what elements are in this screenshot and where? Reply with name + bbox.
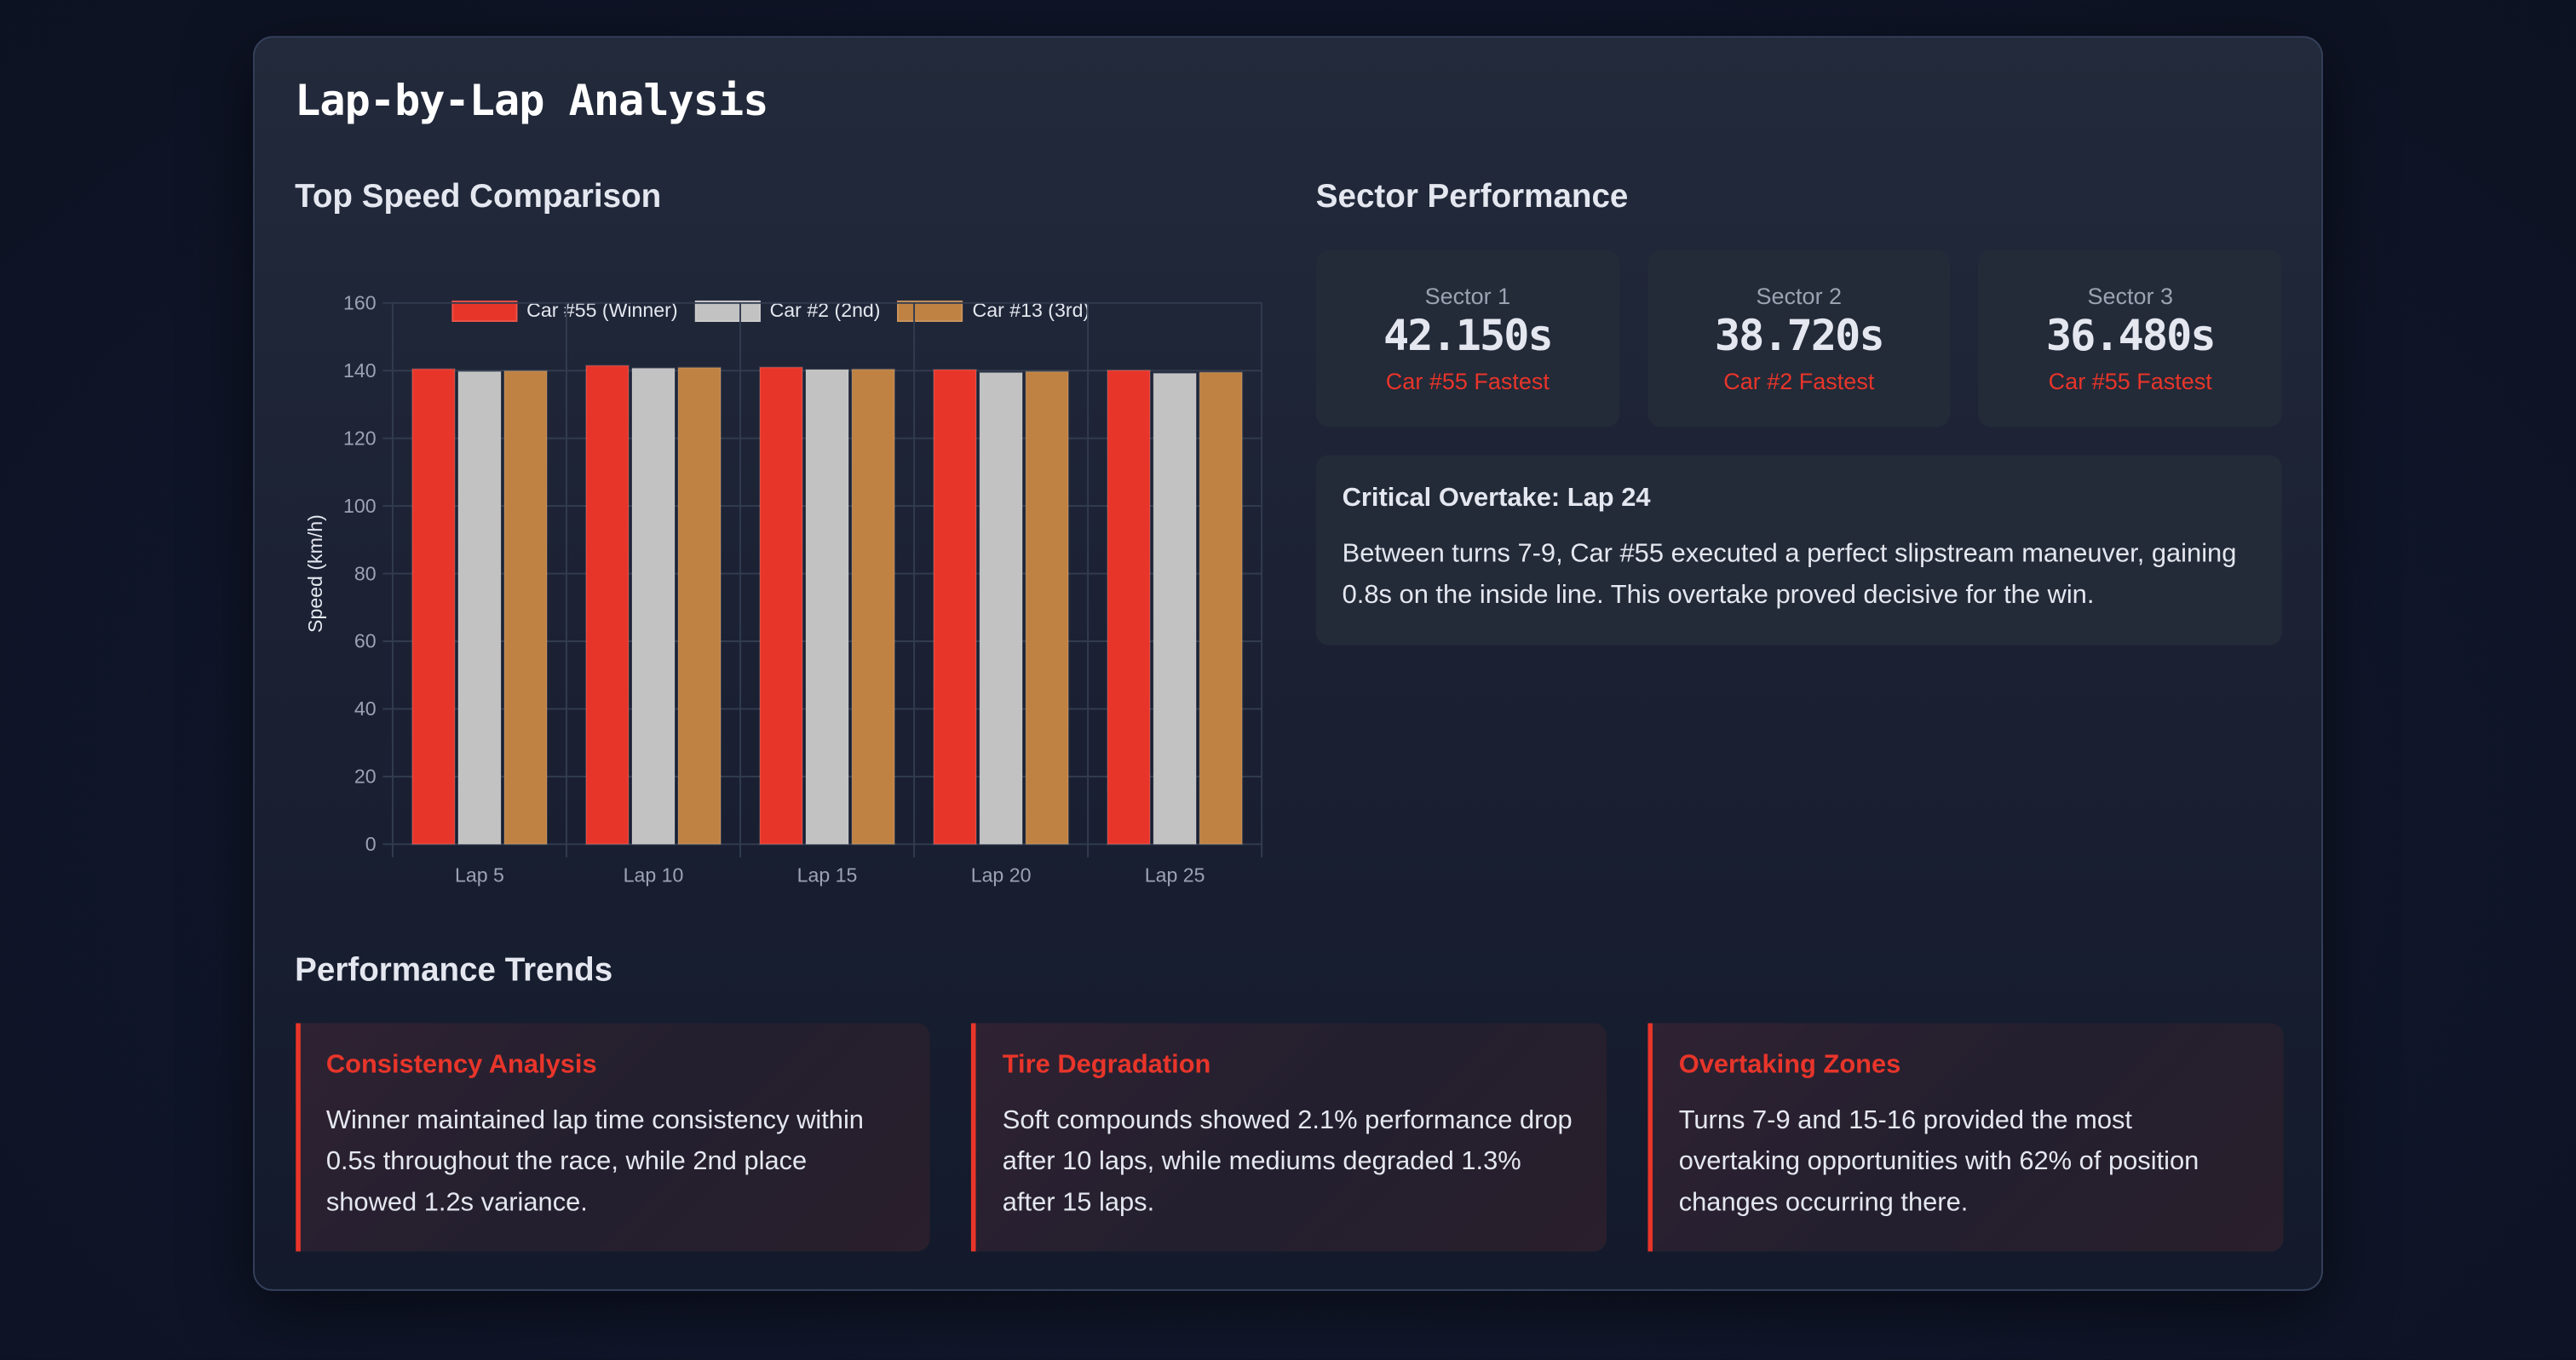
sector-label: Sector 3 bbox=[2087, 282, 2174, 309]
overtake-text: Between turns 7-9, Car #55 executed a pe… bbox=[1342, 539, 2237, 609]
page-title: Lap-by-Lap Analysis bbox=[295, 77, 768, 127]
x-tick-label: Lap 5 bbox=[454, 864, 503, 887]
y-tick-label: 60 bbox=[354, 630, 376, 652]
analysis-panel: Lap-by-Lap Analysis Top Speed Comparison… bbox=[252, 36, 2323, 1291]
bar-car13-lap15 bbox=[850, 368, 895, 846]
top-speed-chart: Car #55 (Winner) Car #2 (2nd) Car #13 (3… bbox=[295, 284, 1280, 941]
sector-time: 38.720s bbox=[1714, 312, 1885, 362]
trend-card-consistency: Consistency Analysis Winner maintained l… bbox=[295, 1023, 930, 1252]
trend-title: Consistency Analysis bbox=[325, 1051, 597, 1080]
performance-trends-title: Performance Trends bbox=[295, 952, 613, 989]
sector-card-2: Sector 2 38.720s Car #2 Fastest bbox=[1647, 250, 1951, 428]
x-tick-label: Lap 10 bbox=[623, 864, 683, 887]
bar-car55-lap5 bbox=[410, 368, 455, 846]
sector-card-3: Sector 3 36.480s Car #55 Fastest bbox=[1978, 250, 2282, 428]
bar-car2-lap10 bbox=[630, 367, 675, 846]
overtake-title: Critical Overtake: Lap 24 bbox=[1342, 483, 1651, 512]
y-tick-label: 80 bbox=[354, 562, 376, 584]
bar-car2-lap15 bbox=[804, 369, 849, 846]
sector-time: 36.480s bbox=[2045, 312, 2217, 362]
sector-cards: Sector 1 42.150s Car #55 Fastest Sector … bbox=[1315, 250, 2282, 428]
bar-car13-lap20 bbox=[1024, 370, 1069, 846]
y-tick-label: 120 bbox=[342, 427, 376, 449]
sector-performance-title: Sector Performance bbox=[1315, 179, 1629, 215]
y-axis-title: Speed (km/h) bbox=[303, 514, 325, 633]
trend-title: Overtaking Zones bbox=[1678, 1051, 1901, 1080]
bar-car2-lap20 bbox=[978, 371, 1023, 846]
y-tick-label: 0 bbox=[365, 833, 376, 855]
trend-cards: Consistency Analysis Winner maintained l… bbox=[295, 1023, 2283, 1252]
trend-card-tire-degradation: Tire Degradation Soft compounds showed 2… bbox=[971, 1023, 1607, 1252]
sector-fastest: Car #55 Fastest bbox=[1385, 367, 1550, 394]
sector-time: 42.150s bbox=[1383, 312, 1554, 362]
x-tick-label: Lap 25 bbox=[1144, 864, 1205, 887]
sector-fastest: Car #2 Fastest bbox=[1723, 367, 1875, 394]
critical-overtake-card: Critical Overtake: Lap 24 Between turns … bbox=[1315, 454, 2282, 645]
sector-fastest: Car #55 Fastest bbox=[2048, 367, 2212, 394]
y-tick-label: 100 bbox=[342, 495, 376, 517]
bar-car55-lap15 bbox=[758, 366, 802, 846]
trend-card-overtaking-zones: Overtaking Zones Turns 7-9 and 15-16 pro… bbox=[1647, 1023, 2283, 1252]
sector-label: Sector 1 bbox=[1424, 282, 1511, 309]
trend-text: Winner maintained lap time consistency w… bbox=[325, 1106, 864, 1218]
y-tick-label: 40 bbox=[354, 697, 376, 720]
sector-card-1: Sector 1 42.150s Car #55 Fastest bbox=[1315, 250, 1619, 428]
bar-car55-lap20 bbox=[932, 369, 977, 846]
top-speed-title: Top Speed Comparison bbox=[295, 179, 662, 215]
trend-title: Tire Degradation bbox=[1002, 1051, 1211, 1080]
bar-car2-lap25 bbox=[1152, 372, 1197, 846]
bar-car13-lap5 bbox=[503, 370, 548, 846]
x-tick-label: Lap 20 bbox=[970, 864, 1031, 887]
x-tick-label: Lap 15 bbox=[796, 864, 857, 887]
trend-text: Turns 7-9 and 15-16 provided the most ov… bbox=[1678, 1106, 2199, 1218]
sector-label: Sector 2 bbox=[1756, 282, 1843, 309]
trend-text: Soft compounds showed 2.1% performance d… bbox=[1002, 1106, 1573, 1218]
y-tick-label: 160 bbox=[342, 292, 376, 314]
chart-canvas: 0 20 40 60 80 100 120 140 160 Lap 5 Lap 10 Lap 15 La… bbox=[303, 292, 1262, 887]
y-tick-label: 20 bbox=[354, 766, 376, 788]
bar-car13-lap25 bbox=[1198, 371, 1243, 846]
bar-car55-lap25 bbox=[1106, 369, 1151, 846]
bar-car2-lap5 bbox=[457, 370, 501, 846]
bar-car55-lap10 bbox=[584, 364, 629, 846]
y-tick-label: 140 bbox=[342, 359, 376, 382]
bar-car13-lap10 bbox=[676, 366, 722, 846]
